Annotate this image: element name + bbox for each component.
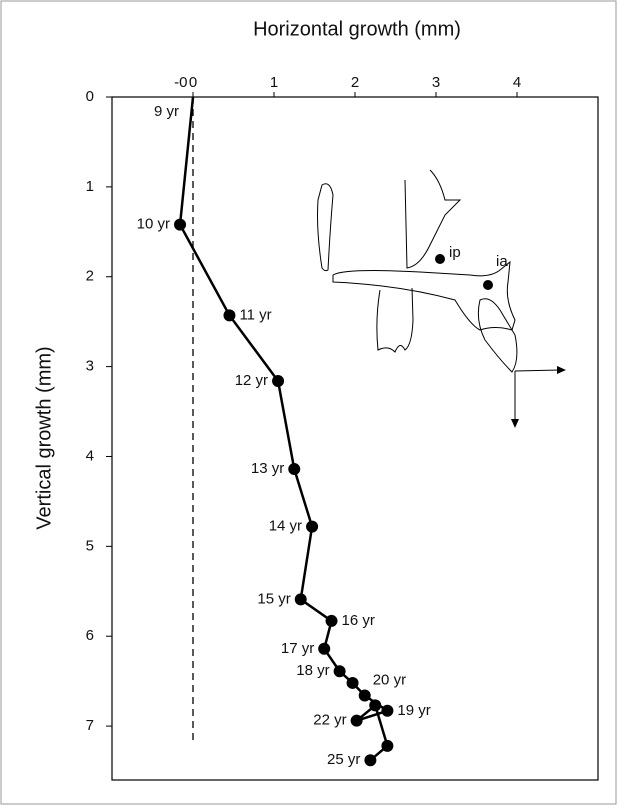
data-point	[369, 699, 381, 711]
frame	[1, 1, 616, 804]
data-point	[174, 219, 186, 231]
point-label: 12 yr	[235, 372, 268, 389]
point-label: 13 yr	[251, 460, 284, 477]
data-point	[351, 715, 363, 727]
y-axis-title: Vertical growth (mm)	[33, 346, 55, 529]
data-point	[347, 677, 359, 689]
point-label: 22 yr	[313, 712, 346, 729]
data-point	[364, 754, 376, 766]
data-point	[272, 375, 284, 387]
point-label: 17 yr	[281, 640, 314, 657]
y-tick-label: 2	[86, 268, 94, 285]
data-point	[295, 593, 307, 605]
y-tick-label: 6	[86, 627, 94, 644]
landmark-dot	[435, 254, 445, 264]
x-tick-label: 4	[513, 74, 521, 91]
y-tick-label: 1	[86, 178, 94, 195]
y-tick-label: 3	[86, 358, 94, 375]
series-line	[180, 97, 387, 760]
arrow-head	[557, 366, 566, 374]
inset-diagram	[318, 170, 561, 422]
data-point	[288, 463, 300, 475]
data-point	[318, 643, 330, 655]
data-point	[381, 740, 393, 752]
x-tick-label: 1	[270, 74, 278, 91]
y-tick-label: 7	[86, 717, 94, 734]
landmark-dot	[483, 280, 493, 290]
chart: Horizontal growth (mm) Vertical growth (…	[0, 0, 617, 805]
x-tick-label: 2	[351, 74, 359, 91]
x-tick-label: -0	[174, 74, 187, 91]
arrow-head	[511, 419, 519, 428]
inset-label: ip	[449, 244, 461, 261]
point-label: 18 yr	[296, 662, 329, 679]
y-tick-label: 0	[86, 88, 94, 105]
data-point	[223, 309, 235, 321]
point-label: 20 yr	[373, 671, 406, 688]
inset-label: ia	[496, 253, 508, 270]
data-point	[381, 705, 393, 717]
point-label: 11 yr	[239, 306, 271, 323]
point-label: 10 yr	[137, 216, 170, 233]
point-label: 14 yr	[269, 518, 302, 535]
point-label: 16 yr	[342, 612, 375, 629]
data-point	[326, 615, 338, 627]
point-label: 19 yr	[397, 702, 430, 719]
data-point	[334, 665, 346, 677]
x-axis-title: Horizontal growth (mm)	[253, 18, 461, 40]
data-point	[359, 690, 371, 702]
data-point	[306, 521, 318, 533]
point-label: 9 yr	[154, 103, 179, 120]
point-label: 15 yr	[257, 590, 290, 607]
x-tick-label: 0	[189, 74, 197, 91]
y-tick-label: 5	[86, 537, 94, 554]
y-tick-label: 4	[86, 447, 94, 464]
x-tick-label: 3	[432, 74, 440, 91]
point-label: 25 yr	[327, 751, 360, 768]
